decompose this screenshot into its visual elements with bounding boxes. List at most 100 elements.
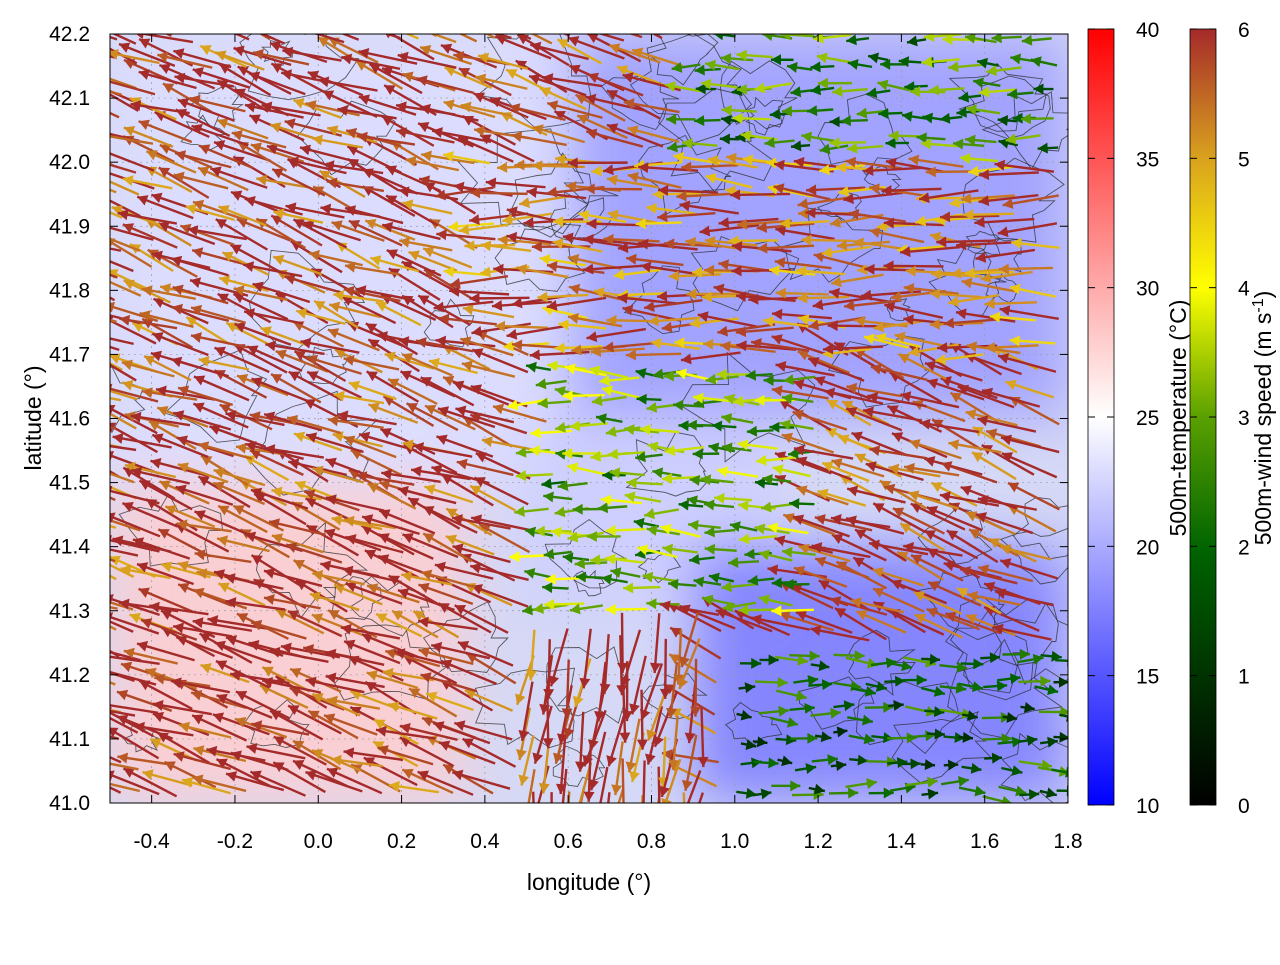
wind-vector-head: [67, 766, 78, 776]
wind-vector: [161, 7, 214, 33]
wind-vector: [63, 304, 116, 321]
wind-vector-head: [87, 511, 98, 521]
y-tick-label: 41.9: [49, 215, 90, 238]
wind-vector-head: [96, 221, 107, 232]
wind-vector-head: [629, 9, 640, 19]
wind-vector-head: [384, 9, 395, 19]
wind-vector-head: [849, 4, 860, 14]
plot-area: [57, 4, 1103, 852]
wind-vector-head: [85, 68, 96, 78]
wind-vector-head: [67, 138, 78, 148]
wind-vector-shaft: [62, 258, 118, 277]
wind-vector-head: [89, 229, 100, 239]
wind-colorbar-label: 500m-wind speed (m s-1): [1250, 291, 1276, 546]
wind-vector-head: [105, 16, 116, 26]
wind-vector-head: [76, 701, 87, 712]
wind-vector-shaft: [325, 13, 382, 33]
wind-vector-head: [598, 841, 609, 852]
x-axis-label: longitude (°): [527, 869, 651, 895]
wind-vector: [698, 7, 752, 33]
wind-vector-head: [81, 124, 92, 135]
wind-vector-head: [75, 328, 86, 339]
y-tick-label: 42.2: [49, 23, 90, 46]
wind-vector-shaft: [698, 8, 752, 33]
wind-vector-head: [698, 7, 709, 17]
wind-vector: [981, 8, 1036, 34]
wind-vector-shaft: [66, 173, 116, 192]
y-tick-label: 41.8: [49, 279, 90, 302]
colorbar-tick-label: 20: [1136, 536, 1159, 559]
wind-vector-head: [406, 22, 417, 32]
wind-vector: [185, 18, 235, 33]
wind-vector-head: [287, 22, 298, 33]
wind-vector-head: [453, 20, 464, 31]
wind-vector: [67, 512, 116, 528]
wind-vector: [655, 18, 714, 32]
wind-vector-head: [76, 196, 87, 206]
wind-vector-head: [718, 7, 729, 17]
colorbar-tick-label: 25: [1136, 407, 1159, 430]
wind-vector-shaft: [1055, 660, 1077, 661]
wind-vector-head: [98, 76, 109, 87]
wind-vector-head: [344, 17, 355, 27]
wind-vector-head: [545, 10, 556, 20]
wind-vector: [514, 11, 569, 35]
wind-vector-head: [618, 805, 629, 815]
y-tick-label: 42.0: [49, 151, 90, 174]
wind-vector-head: [77, 437, 88, 448]
wind-vector-shaft: [119, 9, 171, 36]
wind-vector-shaft: [185, 21, 235, 33]
wind-vector-head: [678, 815, 688, 826]
wind-vector-head: [638, 810, 649, 820]
wind-vector-shaft: [526, 18, 585, 31]
wind-vector-shaft: [629, 10, 685, 31]
wind-vector-shaft: [63, 307, 116, 322]
wind-vector-head: [592, 815, 603, 826]
wind-vector-head: [83, 642, 94, 653]
wind-vector-head: [655, 18, 666, 29]
wind-vector: [629, 9, 685, 32]
y-axis-label: latitude (°): [20, 365, 46, 470]
wind-vector-head: [91, 172, 102, 182]
wind-vector-head: [67, 447, 78, 457]
y-tick-label: 41.6: [49, 408, 90, 431]
wind-vector-shaft: [659, 767, 660, 827]
wind-vector-head: [70, 387, 81, 398]
x-tick-label: 1.2: [803, 830, 832, 853]
wind-vector-head: [72, 433, 83, 444]
wind-vector-head: [833, 11, 844, 21]
wind-vector: [849, 4, 902, 33]
wind-vector-shaft: [644, 7, 699, 31]
x-tick-label: 0.2: [387, 830, 416, 853]
wind-vector-head: [98, 666, 109, 677]
wind-vector-shaft: [105, 18, 157, 36]
colorbar-tick-label: 40: [1136, 19, 1159, 42]
wind-vector-head: [84, 755, 95, 766]
wind-vector: [644, 6, 699, 31]
x-tick-label: 0.0: [304, 830, 333, 853]
wind-vector: [833, 11, 889, 34]
wind-vector-head: [194, 14, 205, 24]
wind-vector-head: [57, 117, 68, 128]
wind-vector-head: [63, 304, 74, 315]
y-tick-label: 41.3: [49, 600, 90, 623]
wind-vector-head: [90, 477, 101, 487]
wind-vector-shaft: [718, 8, 773, 32]
wind-vector-head: [427, 17, 438, 27]
wind-vector: [57, 117, 115, 136]
wind-vector-head: [556, 818, 567, 828]
y-tick-label: 41.2: [49, 664, 90, 687]
colorbar-tick-label: 2: [1238, 536, 1250, 559]
wind-vector-head: [100, 651, 111, 662]
wind-vector-head: [98, 85, 109, 95]
wind-vector-head: [574, 803, 585, 814]
wind-vector-head: [86, 775, 97, 786]
colorbar-tick-label: 3: [1238, 407, 1250, 430]
wind-vector-head: [514, 11, 525, 21]
wind-vector-head: [87, 189, 98, 199]
y-tick-label: 41.7: [49, 343, 90, 366]
wind-vector-head: [644, 6, 655, 16]
wind-vector-head: [521, 813, 532, 824]
wind-vector-head: [372, 18, 383, 28]
